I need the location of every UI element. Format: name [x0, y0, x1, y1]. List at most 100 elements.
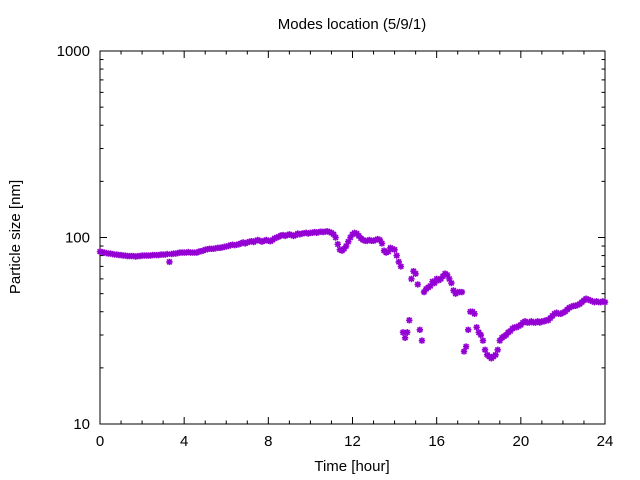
data-point [260, 237, 268, 245]
data-point [366, 236, 373, 244]
data-point [256, 237, 264, 245]
data-point [431, 279, 438, 287]
data-point [374, 235, 381, 243]
data-point [582, 295, 590, 302]
data-point [566, 304, 573, 311]
data-point [340, 245, 348, 252]
data-point [574, 301, 581, 309]
data-point [599, 298, 607, 305]
data-point [492, 351, 499, 358]
data-point [572, 302, 579, 310]
data-point [589, 298, 596, 305]
y-tick-label: 1000 [57, 43, 90, 60]
data-point [359, 236, 367, 244]
y-tick-label: 100 [65, 230, 90, 247]
data-point [364, 237, 371, 245]
data-point [597, 298, 604, 306]
data-point [370, 237, 377, 245]
data-point [465, 326, 472, 333]
data-point [408, 275, 415, 283]
data-point [342, 242, 350, 250]
x-axis-label: Time [hour] [314, 458, 389, 475]
data-point [477, 331, 485, 339]
data-point [239, 239, 247, 246]
data-point [273, 234, 280, 241]
data-point [479, 337, 487, 344]
data-point [404, 329, 411, 336]
data-point [389, 245, 396, 252]
data-point [458, 288, 466, 296]
chart-title: Modes location (5/9/1) [278, 16, 426, 33]
data-point [494, 346, 501, 353]
data-point [416, 326, 424, 333]
data-point [382, 249, 390, 256]
data-point [258, 238, 266, 245]
data-point [414, 281, 421, 288]
y-axis-label: Particle size [nm] [7, 180, 24, 294]
data-point [378, 240, 386, 247]
x-tick-label: 0 [96, 433, 104, 450]
data-point [164, 250, 171, 258]
data-point [591, 298, 598, 306]
data-point [401, 334, 409, 341]
data-point [587, 297, 594, 304]
data-point [235, 241, 243, 248]
data-point [443, 271, 451, 279]
x-tick-label: 4 [180, 433, 188, 450]
x-tick-label: 20 [512, 433, 529, 450]
data-point [193, 249, 200, 256]
data-point [406, 317, 413, 324]
x-tick-label: 24 [597, 433, 614, 450]
data-point [593, 298, 600, 305]
data-point [393, 252, 400, 259]
data-point [241, 240, 249, 247]
data-point [397, 263, 405, 270]
data-point [332, 234, 339, 241]
data-point [385, 248, 392, 255]
data-point [248, 238, 255, 245]
data-point [584, 296, 592, 303]
data-point [199, 247, 207, 254]
data-point [237, 240, 245, 247]
data-point [448, 279, 455, 287]
data-point [376, 236, 384, 244]
data-point [334, 241, 341, 248]
axis-ticks [99, 50, 606, 425]
data-point [496, 337, 503, 344]
data-point [330, 231, 337, 238]
data-point [345, 238, 352, 245]
data-point [446, 275, 453, 283]
data-point [471, 310, 478, 317]
data-point [473, 324, 480, 331]
data-point [427, 282, 434, 290]
data-point [254, 236, 262, 244]
data-point [420, 288, 428, 296]
data-point [395, 258, 402, 266]
data-point [460, 348, 468, 355]
data-point [481, 346, 489, 353]
data-point [347, 234, 354, 241]
x-tick-label: 12 [344, 433, 361, 450]
data-point [336, 246, 344, 253]
data-point [462, 343, 470, 350]
data-point [387, 244, 394, 252]
y-tick-label: 10 [73, 416, 90, 433]
x-tick-label: 8 [264, 433, 272, 450]
data-points [96, 228, 609, 362]
data-point [244, 239, 251, 246]
x-tick-label: 16 [428, 433, 445, 450]
data-point [601, 298, 609, 306]
data-point [399, 329, 407, 336]
data-point [568, 303, 575, 311]
data-point [391, 246, 398, 253]
data-point [225, 242, 232, 250]
data-point [418, 337, 426, 344]
data-point [263, 236, 270, 244]
data-point [166, 258, 173, 266]
data-point [450, 287, 457, 294]
data-point [372, 236, 379, 244]
data-point [271, 235, 278, 242]
axis-tick-labels: 0 4 8 12 16 20 24 10 100 1000 [57, 43, 614, 450]
data-point [252, 237, 259, 245]
